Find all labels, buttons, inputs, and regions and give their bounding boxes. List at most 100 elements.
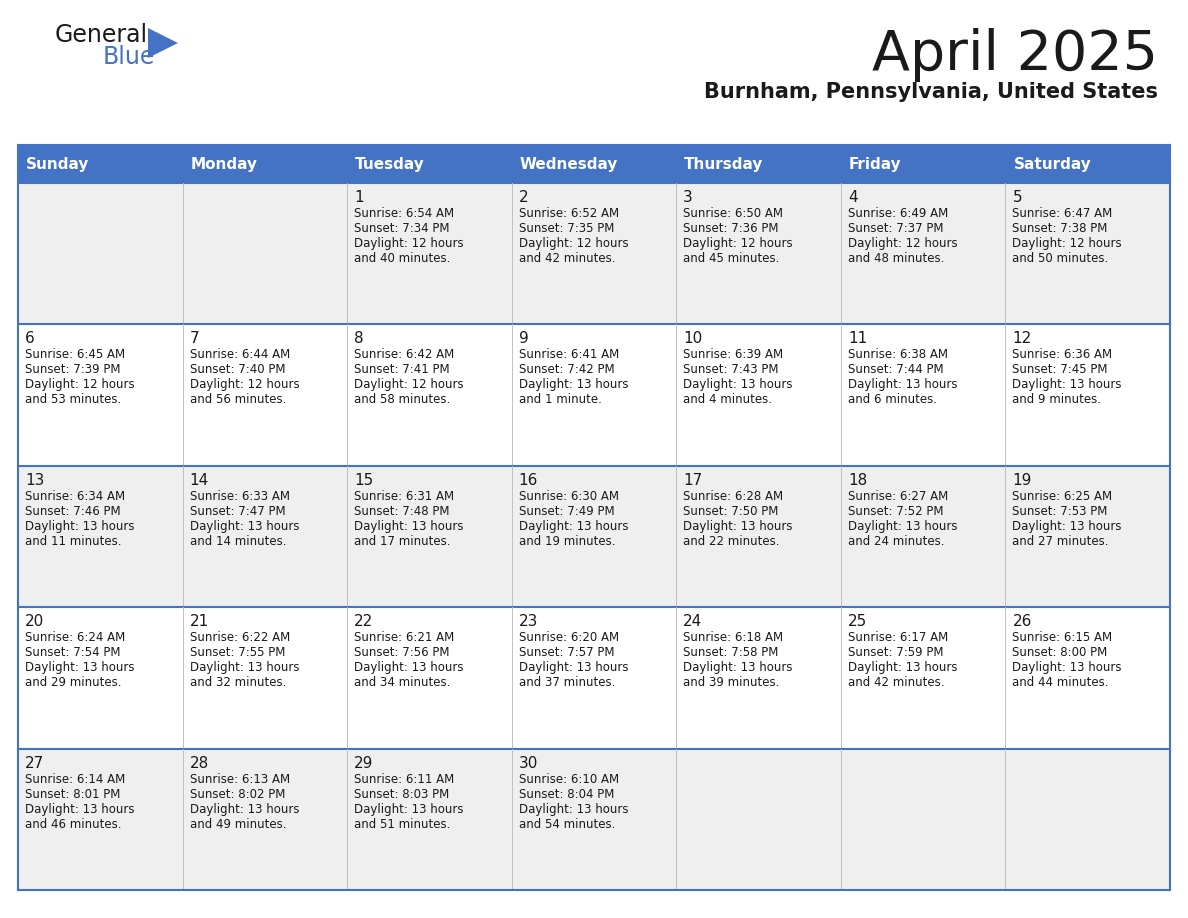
Text: and 19 minutes.: and 19 minutes. [519, 535, 615, 548]
Text: Sunset: 7:52 PM: Sunset: 7:52 PM [848, 505, 943, 518]
Text: Sunset: 8:01 PM: Sunset: 8:01 PM [25, 788, 120, 800]
Text: Sunrise: 6:50 AM: Sunrise: 6:50 AM [683, 207, 783, 220]
Text: 24: 24 [683, 614, 702, 629]
Text: Daylight: 13 hours: Daylight: 13 hours [1012, 520, 1121, 532]
Text: Sunset: 7:36 PM: Sunset: 7:36 PM [683, 222, 779, 235]
Bar [18, 324, 1170, 465]
Text: April 2025: April 2025 [872, 28, 1158, 82]
Text: Sunrise: 6:27 AM: Sunrise: 6:27 AM [848, 490, 948, 503]
Text: Daylight: 13 hours: Daylight: 13 hours [354, 520, 463, 532]
Text: 27: 27 [25, 756, 44, 770]
Text: Daylight: 13 hours: Daylight: 13 hours [848, 520, 958, 532]
Text: Daylight: 12 hours: Daylight: 12 hours [354, 237, 463, 250]
Bar [18, 465, 1170, 607]
Text: Sunrise: 6:11 AM: Sunrise: 6:11 AM [354, 773, 454, 786]
Text: Daylight: 13 hours: Daylight: 13 hours [848, 661, 958, 674]
Text: and 9 minutes.: and 9 minutes. [1012, 394, 1101, 407]
Text: 25: 25 [848, 614, 867, 629]
Text: Daylight: 13 hours: Daylight: 13 hours [1012, 378, 1121, 391]
Text: 11: 11 [848, 331, 867, 346]
Text: Sunset: 7:54 PM: Sunset: 7:54 PM [25, 646, 120, 659]
Text: Sunrise: 6:10 AM: Sunrise: 6:10 AM [519, 773, 619, 786]
Text: and 32 minutes.: and 32 minutes. [190, 677, 286, 689]
Text: Monday: Monday [190, 156, 258, 172]
Text: 20: 20 [25, 614, 44, 629]
Text: Sunrise: 6:34 AM: Sunrise: 6:34 AM [25, 490, 125, 503]
Text: and 4 minutes.: and 4 minutes. [683, 394, 772, 407]
Text: and 53 minutes.: and 53 minutes. [25, 394, 121, 407]
Text: Daylight: 13 hours: Daylight: 13 hours [683, 661, 792, 674]
Text: Daylight: 12 hours: Daylight: 12 hours [848, 237, 958, 250]
Text: 3: 3 [683, 190, 693, 205]
Text: Sunrise: 6:45 AM: Sunrise: 6:45 AM [25, 349, 125, 362]
Text: Sunset: 7:49 PM: Sunset: 7:49 PM [519, 505, 614, 518]
Text: 21: 21 [190, 614, 209, 629]
Text: Sunrise: 6:52 AM: Sunrise: 6:52 AM [519, 207, 619, 220]
Text: Sunset: 7:35 PM: Sunset: 7:35 PM [519, 222, 614, 235]
Text: Sunrise: 6:18 AM: Sunrise: 6:18 AM [683, 632, 783, 644]
Text: and 40 minutes.: and 40 minutes. [354, 252, 450, 265]
Text: 12: 12 [1012, 331, 1031, 346]
Text: 4: 4 [848, 190, 858, 205]
Text: Sunset: 7:40 PM: Sunset: 7:40 PM [190, 364, 285, 376]
Text: Sunset: 7:57 PM: Sunset: 7:57 PM [519, 646, 614, 659]
Text: Sunrise: 6:47 AM: Sunrise: 6:47 AM [1012, 207, 1113, 220]
Text: Sunrise: 6:49 AM: Sunrise: 6:49 AM [848, 207, 948, 220]
Text: and 34 minutes.: and 34 minutes. [354, 677, 450, 689]
Text: Tuesday: Tuesday [355, 156, 425, 172]
Text: Sunrise: 6:17 AM: Sunrise: 6:17 AM [848, 632, 948, 644]
Text: and 27 minutes.: and 27 minutes. [1012, 535, 1108, 548]
Text: and 29 minutes.: and 29 minutes. [25, 677, 121, 689]
Text: Sunrise: 6:36 AM: Sunrise: 6:36 AM [1012, 349, 1112, 362]
Text: and 42 minutes.: and 42 minutes. [848, 677, 944, 689]
Text: General: General [55, 23, 148, 47]
Text: Sunrise: 6:20 AM: Sunrise: 6:20 AM [519, 632, 619, 644]
Text: Sunrise: 6:33 AM: Sunrise: 6:33 AM [190, 490, 290, 503]
Text: Daylight: 13 hours: Daylight: 13 hours [25, 520, 134, 532]
Text: Sunset: 7:48 PM: Sunset: 7:48 PM [354, 505, 449, 518]
Text: Wednesday: Wednesday [519, 156, 618, 172]
Text: 9: 9 [519, 331, 529, 346]
Text: Daylight: 13 hours: Daylight: 13 hours [519, 661, 628, 674]
Text: 17: 17 [683, 473, 702, 487]
Text: Sunrise: 6:25 AM: Sunrise: 6:25 AM [1012, 490, 1112, 503]
Text: Sunset: 7:43 PM: Sunset: 7:43 PM [683, 364, 779, 376]
Text: 23: 23 [519, 614, 538, 629]
Bar [18, 748, 1170, 890]
Text: Daylight: 13 hours: Daylight: 13 hours [190, 661, 299, 674]
Bar [18, 183, 1170, 324]
Text: Sunset: 7:56 PM: Sunset: 7:56 PM [354, 646, 449, 659]
Text: 2: 2 [519, 190, 529, 205]
Text: Sunset: 8:03 PM: Sunset: 8:03 PM [354, 788, 449, 800]
Text: Daylight: 12 hours: Daylight: 12 hours [519, 237, 628, 250]
Text: and 37 minutes.: and 37 minutes. [519, 677, 615, 689]
Text: Sunrise: 6:13 AM: Sunrise: 6:13 AM [190, 773, 290, 786]
Text: and 14 minutes.: and 14 minutes. [190, 535, 286, 548]
Text: and 50 minutes.: and 50 minutes. [1012, 252, 1108, 265]
Text: Sunset: 8:02 PM: Sunset: 8:02 PM [190, 788, 285, 800]
Text: Burnham, Pennsylvania, United States: Burnham, Pennsylvania, United States [704, 82, 1158, 102]
Text: Daylight: 13 hours: Daylight: 13 hours [190, 520, 299, 532]
Text: and 49 minutes.: and 49 minutes. [190, 818, 286, 831]
Text: 13: 13 [25, 473, 44, 487]
Text: Sunrise: 6:21 AM: Sunrise: 6:21 AM [354, 632, 454, 644]
Text: Friday: Friday [849, 156, 902, 172]
Text: Sunrise: 6:44 AM: Sunrise: 6:44 AM [190, 349, 290, 362]
Text: and 42 minutes.: and 42 minutes. [519, 252, 615, 265]
Text: Sunrise: 6:54 AM: Sunrise: 6:54 AM [354, 207, 454, 220]
Text: 22: 22 [354, 614, 373, 629]
Text: Thursday: Thursday [684, 156, 764, 172]
Text: 10: 10 [683, 331, 702, 346]
Text: Sunset: 7:38 PM: Sunset: 7:38 PM [1012, 222, 1107, 235]
Text: and 22 minutes.: and 22 minutes. [683, 535, 779, 548]
Text: Sunset: 7:55 PM: Sunset: 7:55 PM [190, 646, 285, 659]
Text: Sunrise: 6:42 AM: Sunrise: 6:42 AM [354, 349, 454, 362]
Text: Sunset: 7:45 PM: Sunset: 7:45 PM [1012, 364, 1108, 376]
Text: Blue: Blue [103, 45, 156, 69]
Text: Sunset: 7:44 PM: Sunset: 7:44 PM [848, 364, 943, 376]
Text: and 24 minutes.: and 24 minutes. [848, 535, 944, 548]
Text: Sunset: 7:53 PM: Sunset: 7:53 PM [1012, 505, 1107, 518]
Text: 29: 29 [354, 756, 373, 770]
Text: Sunday: Sunday [26, 156, 89, 172]
Text: 18: 18 [848, 473, 867, 487]
